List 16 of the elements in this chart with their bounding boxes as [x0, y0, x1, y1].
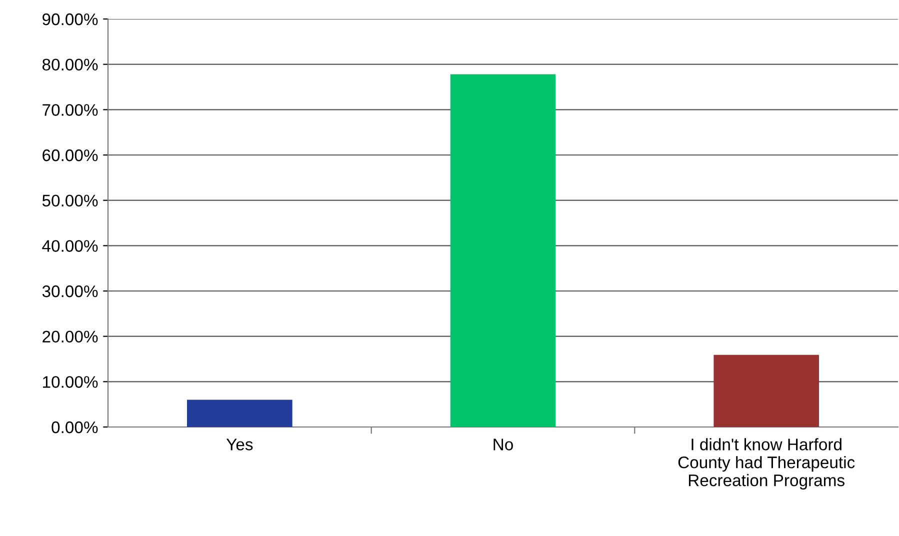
x-tick-label: I didn't know Harford County had Therapeutic Recreation Programs [678, 438, 855, 490]
y-tick-label: 90.00% [42, 13, 98, 26]
y-tick-label: 50.00% [42, 194, 98, 207]
x-tick-label: Yes [226, 438, 253, 450]
bar [714, 354, 819, 427]
y-tick-label: 80.00% [42, 58, 98, 71]
bar [187, 400, 292, 427]
y-tick-label: 60.00% [42, 149, 98, 162]
y-tick-label: 0.00% [52, 421, 98, 434]
bar [450, 74, 556, 427]
y-tick-label: 70.00% [42, 104, 98, 116]
y-tick-label: 40.00% [42, 240, 98, 252]
y-tick-label: 20.00% [42, 330, 98, 343]
y-tick-label: 10.00% [43, 376, 98, 388]
x-tick-label: No [494, 438, 513, 450]
y-tick-label: 30.00% [42, 285, 98, 298]
